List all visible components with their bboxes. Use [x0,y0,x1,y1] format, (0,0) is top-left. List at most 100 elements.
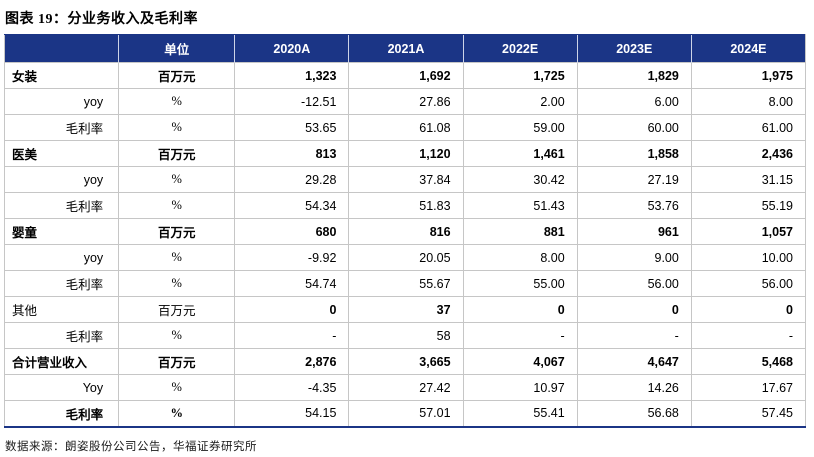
table-row: 女装 百万元 1,323 1,692 1,725 1,829 1,975 [3,62,807,89]
value-cell: 51.83 [348,192,464,219]
value-cell: 51.43 [462,192,578,219]
unit-cell: % [118,114,236,141]
value-cell: 2,436 [690,140,807,167]
value-cell: 61.00 [690,114,807,141]
unit-cell: % [118,88,236,115]
unit-cell: 百万元 [118,140,236,167]
value-cell: 55.19 [690,192,807,219]
value-cell: 816 [348,218,464,245]
value-cell: 3,665 [348,348,464,375]
value-cell: 1,120 [348,140,464,167]
value-cell: 1,057 [690,218,807,245]
unit-cell: 百万元 [118,218,236,245]
value-cell: 53.76 [576,192,692,219]
value-cell: 1,725 [462,62,578,89]
row-label-cell: 毛利率 [3,322,120,349]
value-cell: 57.45 [690,400,807,427]
value-cell: 0 [234,296,350,323]
value-cell: 14.26 [576,374,692,401]
column-header-2022e: 2022E [462,34,578,63]
unit-cell: 百万元 [118,348,236,375]
row-label-cell: 合计营业收入 [3,348,120,375]
value-cell: 4,647 [576,348,692,375]
value-cell: 1,692 [348,62,464,89]
value-cell: 2,876 [234,348,350,375]
unit-cell: % [118,192,236,219]
row-label-cell: 医美 [3,140,120,167]
table-row: 合计营业收入 百万元 2,876 3,665 4,067 4,647 5,468 [3,348,807,375]
value-cell: 0 [690,296,807,323]
column-header-unit: 单位 [118,34,235,63]
value-cell: 8.00 [462,244,578,271]
value-cell: 1,461 [462,140,578,167]
value-cell: 0 [462,296,578,323]
unit-cell: 百万元 [118,62,236,89]
value-cell: 1,323 [234,62,350,89]
value-cell: 8.00 [690,88,807,115]
value-cell: 58 [348,322,464,349]
table-row: Yoy% -4.35 27.42 10.97 14.26 17.67 [3,374,807,401]
value-cell: 27.86 [348,88,464,115]
value-cell: 37.84 [348,166,464,193]
value-cell: 881 [462,218,578,245]
row-label-cell: 毛利率 [3,114,120,141]
value-cell: 55.41 [462,400,578,427]
value-cell: 1,975 [690,62,807,89]
value-cell: 2.00 [462,88,578,115]
value-cell: 10.00 [690,244,807,271]
table-row: yoy% 29.28 37.84 30.42 27.19 31.15 [3,166,807,193]
value-cell: 10.97 [462,374,578,401]
value-cell: 56.00 [576,270,692,297]
table-row: yoy% -9.92 20.05 8.00 9.00 10.00 [3,244,807,271]
unit-cell: % [118,244,236,271]
value-cell: 27.19 [576,166,692,193]
value-cell: 54.74 [234,270,350,297]
row-label-cell: 毛利率 [3,192,120,219]
table-row: 毛利率% 54.34 51.83 51.43 53.76 55.19 [3,192,807,219]
row-label-cell: yoy [3,244,120,271]
value-cell: 56.68 [576,400,692,427]
value-cell: 813 [234,140,350,167]
value-cell: 55.00 [462,270,578,297]
unit-cell: % [118,374,236,401]
table-row: 毛利率% 53.65 61.08 59.00 60.00 61.00 [3,114,807,141]
value-cell: 30.42 [462,166,578,193]
value-cell: 57.01 [348,400,464,427]
value-cell: 1,858 [576,140,692,167]
column-header-2024e: 2024E [690,34,807,63]
value-cell: -4.35 [234,374,350,401]
table-row: yoy% -12.51 27.86 2.00 6.00 8.00 [3,88,807,115]
value-cell: 961 [576,218,692,245]
value-cell: 37 [348,296,464,323]
value-cell: 31.15 [690,166,807,193]
value-cell: - [462,322,578,349]
value-cell: 5,468 [690,348,807,375]
value-cell: -9.92 [234,244,350,271]
row-label-cell: 毛利率 [3,400,120,427]
value-cell: 60.00 [576,114,692,141]
column-header-blank [3,34,119,63]
value-cell: 17.67 [690,374,807,401]
row-label-cell: 毛利率 [3,270,120,297]
row-label-cell: 婴童 [3,218,120,245]
value-cell: 680 [234,218,350,245]
data-source-note: 数据来源：朗姿股份公司公告，华福证券研究所 [5,440,257,453]
value-cell: 59.00 [462,114,578,141]
table-body: 女装 百万元 1,323 1,692 1,725 1,829 1,975 yoy% -12.51… [3,62,807,427]
table-row: 其他 百万元 0 37 0 0 0 [3,296,807,323]
value-cell: - [690,322,807,349]
value-cell: -12.51 [234,88,350,115]
table-row: 婴童 百万元 680 816 881 961 1,057 [3,218,807,245]
value-cell: 54.34 [234,192,350,219]
value-cell: 1,829 [576,62,692,89]
row-label-cell: Yoy [3,374,120,401]
value-cell: 4,067 [462,348,578,375]
column-header-2023e: 2023E [576,34,692,63]
value-cell: - [234,322,350,349]
value-cell: 20.05 [348,244,464,271]
value-cell: 29.28 [234,166,350,193]
unit-cell: % [118,322,236,349]
value-cell: 6.00 [576,88,692,115]
table-row: 医美 百万元 813 1,120 1,461 1,858 2,436 [3,140,807,167]
